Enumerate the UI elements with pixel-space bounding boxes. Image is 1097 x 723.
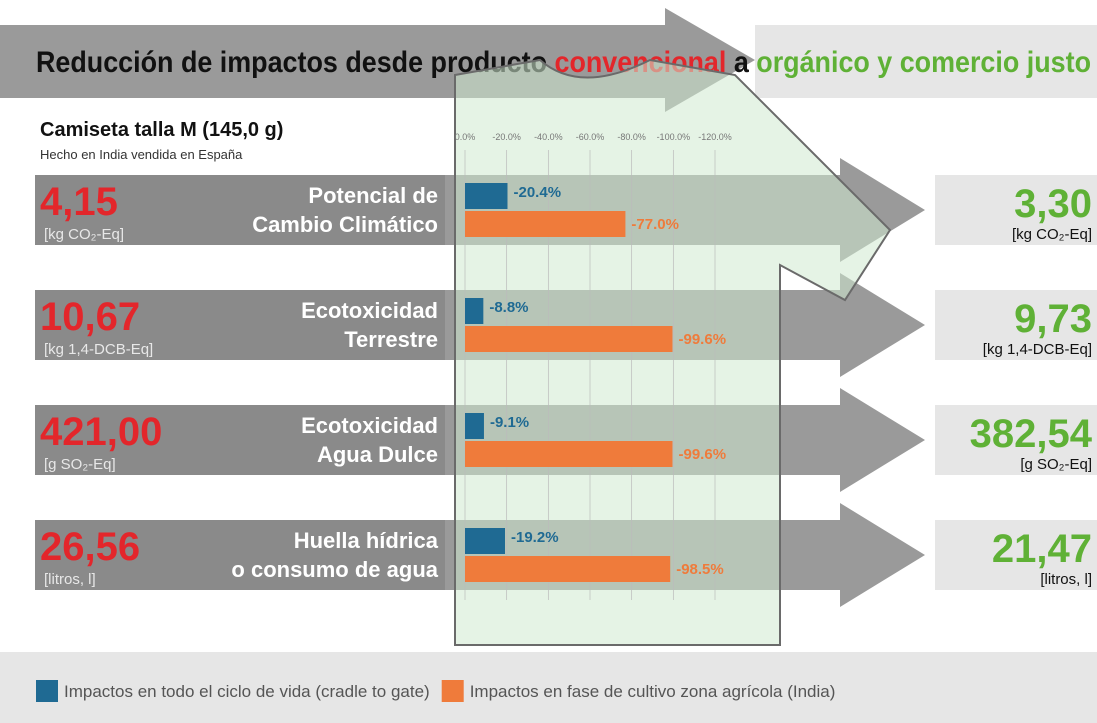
organic-unit: [litros, l]: [1040, 571, 1092, 588]
row-right-box: [935, 290, 1097, 360]
category-label: Huella hídrica o consumo de agua: [231, 528, 438, 582]
bar-label: -9.1%: [490, 414, 529, 431]
x-tick-label: -120.0%: [698, 132, 732, 142]
row-right-box: [935, 520, 1097, 590]
chart-title: Reducción de impactos desde producto con…: [36, 46, 1091, 79]
conventional-value: 10,67: [40, 295, 140, 339]
bar: [465, 183, 508, 209]
x-tick-label: 0.0%: [455, 132, 476, 142]
bar-label: -8.8%: [489, 299, 528, 316]
conventional-value: 26,56: [40, 525, 140, 569]
category-label: Potencial de Cambio Climático: [252, 183, 438, 237]
row-left-box: [35, 405, 445, 475]
row-right-box: [935, 405, 1097, 475]
row-right-box: [935, 175, 1097, 245]
bar: [465, 326, 673, 352]
subtitle2: Hecho en India vendida en España: [40, 147, 243, 162]
legend-label: Impactos en todo el ciclo de vida (cradl…: [64, 682, 430, 701]
legend-swatch: [441, 680, 464, 702]
conventional-unit: [kg 1,4-DCB-Eq]: [44, 341, 153, 358]
category-label: Ecotoxicidad Agua Dulce: [301, 413, 438, 467]
conventional-value: 4,15: [40, 180, 118, 224]
bar: [465, 211, 626, 237]
subtitle: Camiseta talla M (145,0 g): [40, 119, 283, 141]
bar: [465, 556, 671, 582]
row-left-box: [35, 290, 445, 360]
x-tick-label: -20.0%: [492, 132, 521, 142]
organic-unit: [kg 1,4-DCB-Eq]: [983, 341, 1092, 358]
organic-value: 382,54: [970, 412, 1093, 456]
x-tick-label: -60.0%: [576, 132, 605, 142]
bar-label: -19.2%: [511, 529, 559, 546]
legend-label: Impactos en fase de cultivo zona agrícol…: [470, 682, 836, 701]
bar: [465, 413, 484, 439]
conventional-unit: [g SO₂-Eq]: [44, 456, 116, 473]
bar-label: -99.6%: [679, 446, 727, 463]
conventional-value: 421,00: [40, 410, 162, 454]
title-box: [755, 25, 1097, 98]
row-left-box: [35, 520, 445, 590]
row-left-box: [35, 175, 445, 245]
conventional-unit: [litros, l]: [44, 571, 96, 588]
bar-label: -20.4%: [514, 184, 562, 201]
bar: [465, 528, 505, 554]
bar-label: -99.6%: [679, 331, 727, 348]
bar: [465, 298, 484, 324]
tshirt: [454, 58, 892, 646]
bar: [465, 441, 673, 467]
conventional-unit: [kg CO₂-Eq]: [44, 226, 124, 243]
x-tick-label: -100.0%: [657, 132, 691, 142]
organic-value: 9,73: [1014, 297, 1092, 341]
legend-band: [0, 652, 1097, 723]
organic-unit: [kg CO₂-Eq]: [1012, 226, 1092, 243]
x-tick-label: -40.0%: [534, 132, 563, 142]
organic-value: 3,30: [1014, 182, 1092, 226]
organic-unit: [g SO₂-Eq]: [1020, 456, 1092, 473]
organic-value: 21,47: [992, 527, 1092, 571]
category-label: Ecotoxicidad Terrestre: [301, 298, 438, 352]
legend-swatch: [36, 680, 58, 702]
x-tick-label: -80.0%: [617, 132, 646, 142]
title-part: orgánico y comercio justo: [756, 46, 1091, 79]
bar-label: -77.0%: [631, 216, 679, 233]
bar-label: -98.5%: [676, 561, 724, 578]
